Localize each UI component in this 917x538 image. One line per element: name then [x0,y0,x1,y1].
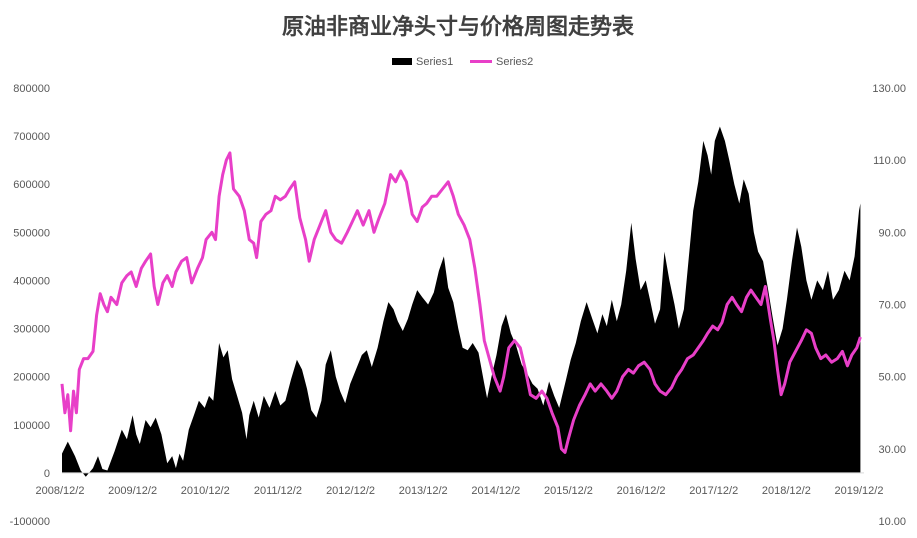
legend-swatch-series1 [392,58,412,65]
plot-area [60,126,864,477]
x-tick-label: 2009/12/2 [108,485,157,497]
y-right-tick-label: 10.00 [878,516,906,528]
y-left-tick-label: -100000 [10,516,50,528]
y-right-tick-label: 130.00 [872,83,906,95]
x-tick-label: 2016/12/2 [617,485,666,497]
y-left-tick-label: 0 [44,468,50,480]
legend-label-series2: Series2 [496,56,533,68]
x-tick-label: 2017/12/2 [689,485,738,497]
y-right-tick-label: 70.00 [878,300,906,312]
y-right-tick-label: 30.00 [878,444,906,456]
chart-title: 原油非商业净头寸与价格周图走势表 [282,14,635,40]
y-right-tick-label: 110.00 [873,155,906,167]
y-left-tick-label: 500000 [13,227,50,239]
y-left-tick-label: 300000 [13,324,50,336]
y-left-tick-label: 400000 [13,275,50,287]
series1-area [62,126,861,477]
y-right-tick-label: 50.00 [878,372,906,384]
x-tick-label: 2018/12/2 [762,485,811,497]
x-tick-label: 2010/12/2 [181,485,230,497]
y-left-tick-label: 800000 [13,83,50,95]
y-axis-left: -100000 0 100000 200000 300000 400000 500000 60… [10,83,50,528]
x-axis: 2008/12/2 2009/12/2 2010/12/2 2011/12/2 2012… [36,485,884,497]
legend: Series1 Series2 [392,56,533,68]
y-left-tick-label: 100000 [13,420,50,432]
y-right-tick-label: 90.00 [878,227,906,239]
x-tick-label: 2015/12/2 [544,485,593,497]
x-tick-label: 2008/12/2 [36,485,85,497]
series2-line [60,151,862,454]
y-left-tick-label: 600000 [13,179,50,191]
legend-label-series1: Series1 [416,56,453,68]
x-tick-label: 2019/12/2 [835,485,884,497]
x-tick-label: 2014/12/2 [471,485,520,497]
x-tick-label: 2011/12/2 [254,485,302,497]
y-axis-right: 10.00 30.00 50.00 70.00 90.00 110.00 130.00 [872,83,906,528]
y-left-tick-label: 700000 [13,131,50,143]
y-left-tick-label: 200000 [13,372,50,384]
x-tick-label: 2013/12/2 [399,485,448,497]
x-tick-label: 2012/12/2 [326,485,375,497]
